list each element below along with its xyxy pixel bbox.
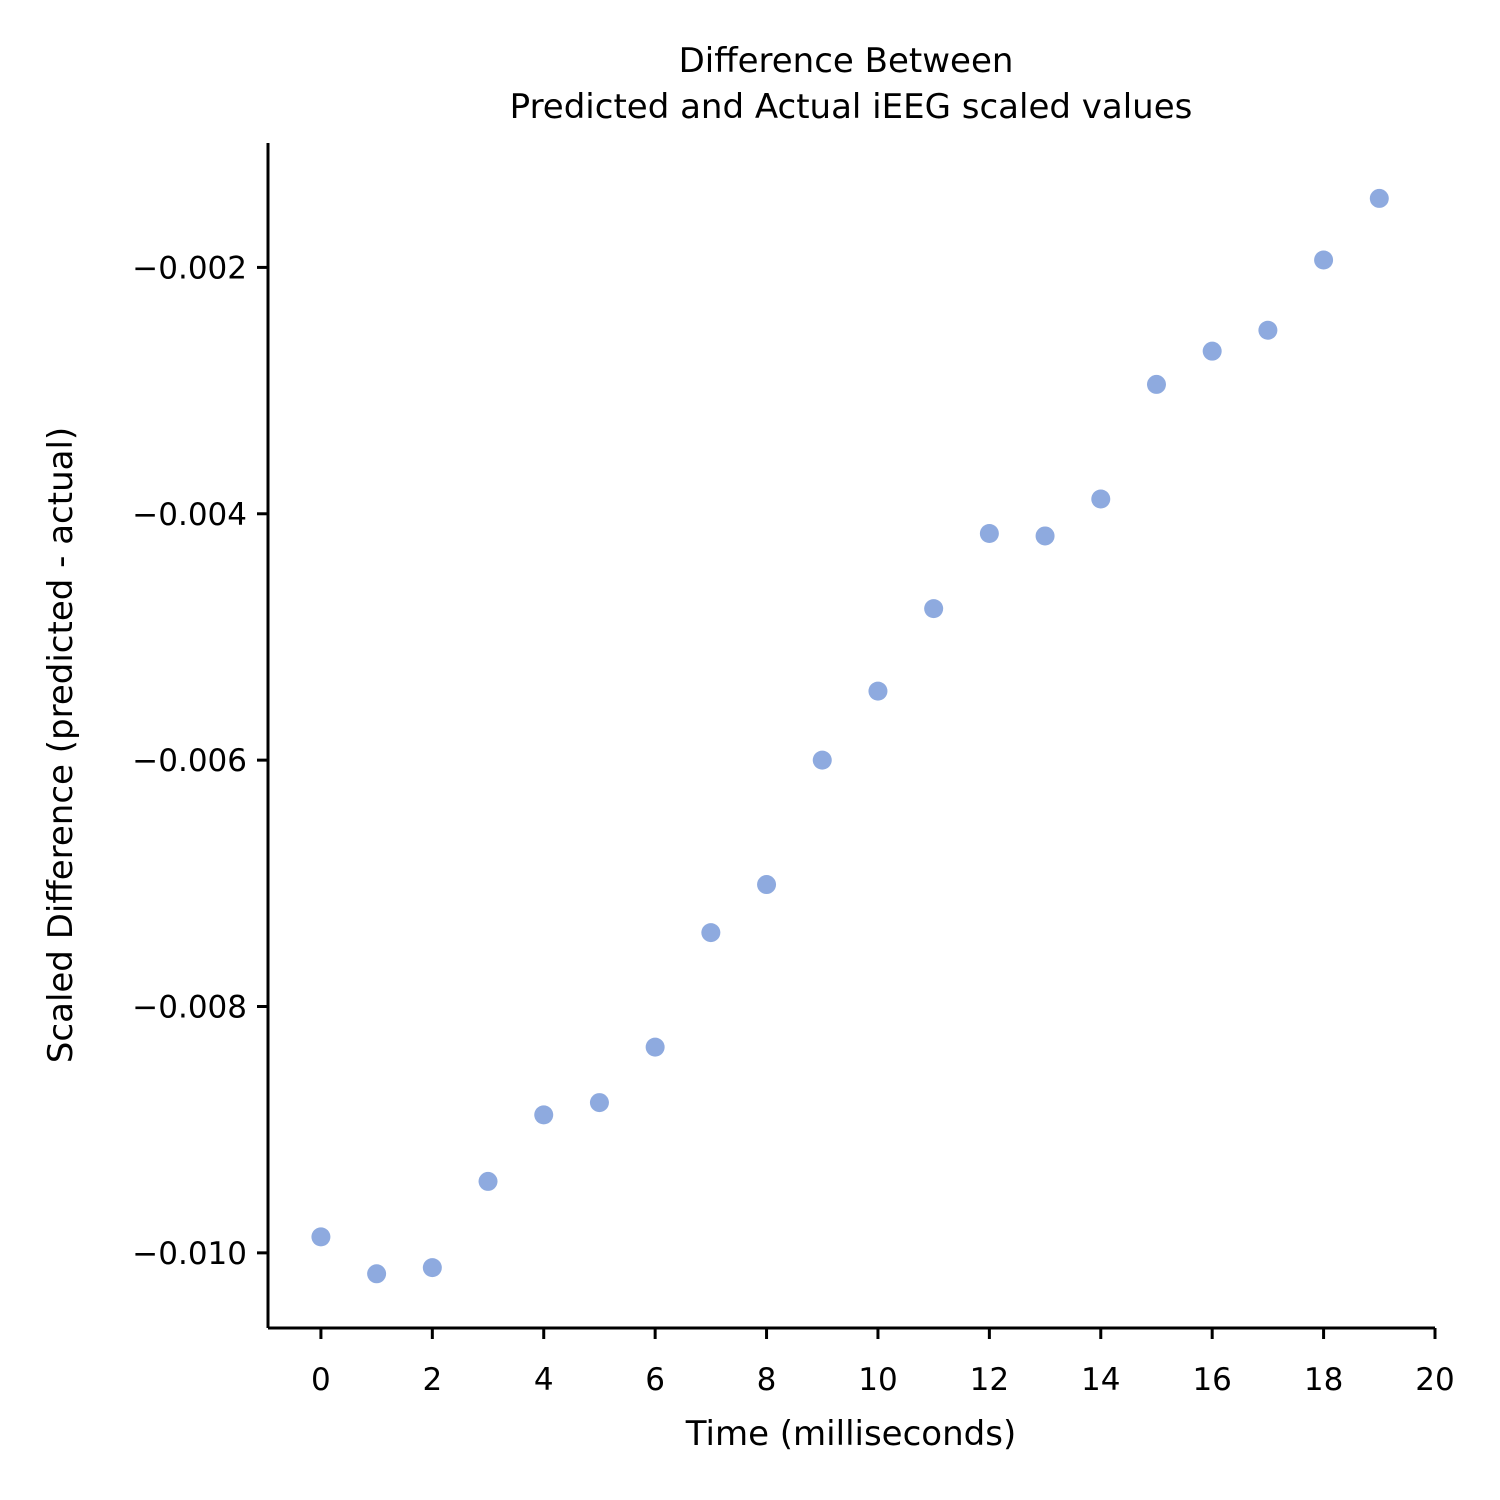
x-tick-label: 10 [858, 1362, 897, 1398]
y-tick-label: −0.008 [132, 989, 247, 1025]
data-point [1146, 374, 1166, 394]
x-tick-label: 8 [757, 1362, 777, 1398]
x-axis-label: Time (milliseconds) [685, 1414, 1016, 1454]
data-point [1369, 188, 1389, 208]
data-point [757, 875, 777, 895]
data-point [812, 750, 832, 770]
y-axis-label: Scaled Difference (predicted - actual) [41, 427, 81, 1063]
data-point [478, 1171, 498, 1191]
data-point [534, 1105, 554, 1125]
x-tick-label: 12 [970, 1362, 1009, 1398]
x-tick-label: 0 [311, 1362, 331, 1398]
data-point [701, 923, 721, 943]
x-tick-label: 14 [1081, 1362, 1120, 1398]
chart-title-line-2: Predicted and Actual iEEG scaled values [510, 87, 1193, 127]
x-tick-label: 20 [1415, 1362, 1454, 1398]
y-tick-label: −0.010 [132, 1236, 247, 1272]
y-tick-label: −0.006 [132, 743, 247, 779]
data-point [1258, 320, 1278, 340]
data-points [311, 188, 1389, 1284]
y-ticks: −0.002 −0.004 −0.006 −0.008 −0.010 [132, 250, 268, 1272]
x-tick-label: 4 [534, 1362, 554, 1398]
data-point [1202, 341, 1222, 361]
y-tick-label: −0.002 [132, 250, 247, 286]
x-tick-label: 6 [645, 1362, 665, 1398]
data-point [924, 599, 944, 619]
data-point [868, 681, 888, 701]
data-point [1035, 526, 1055, 546]
x-tick-label: 18 [1304, 1362, 1343, 1398]
data-point [1314, 250, 1334, 270]
data-point [979, 523, 999, 543]
data-point [1091, 489, 1111, 509]
data-point [311, 1227, 331, 1247]
data-point [645, 1037, 665, 1057]
chart-title-line-1: Difference Between [679, 41, 1014, 81]
data-point [589, 1093, 609, 1113]
data-point [367, 1264, 387, 1284]
x-tick-label: 2 [422, 1362, 442, 1398]
x-ticks: 0 2 4 6 8 10 12 14 16 18 20 [311, 1328, 1455, 1398]
x-tick-label: 16 [1192, 1362, 1231, 1398]
y-tick-label: −0.004 [132, 497, 247, 533]
data-point [422, 1258, 442, 1278]
